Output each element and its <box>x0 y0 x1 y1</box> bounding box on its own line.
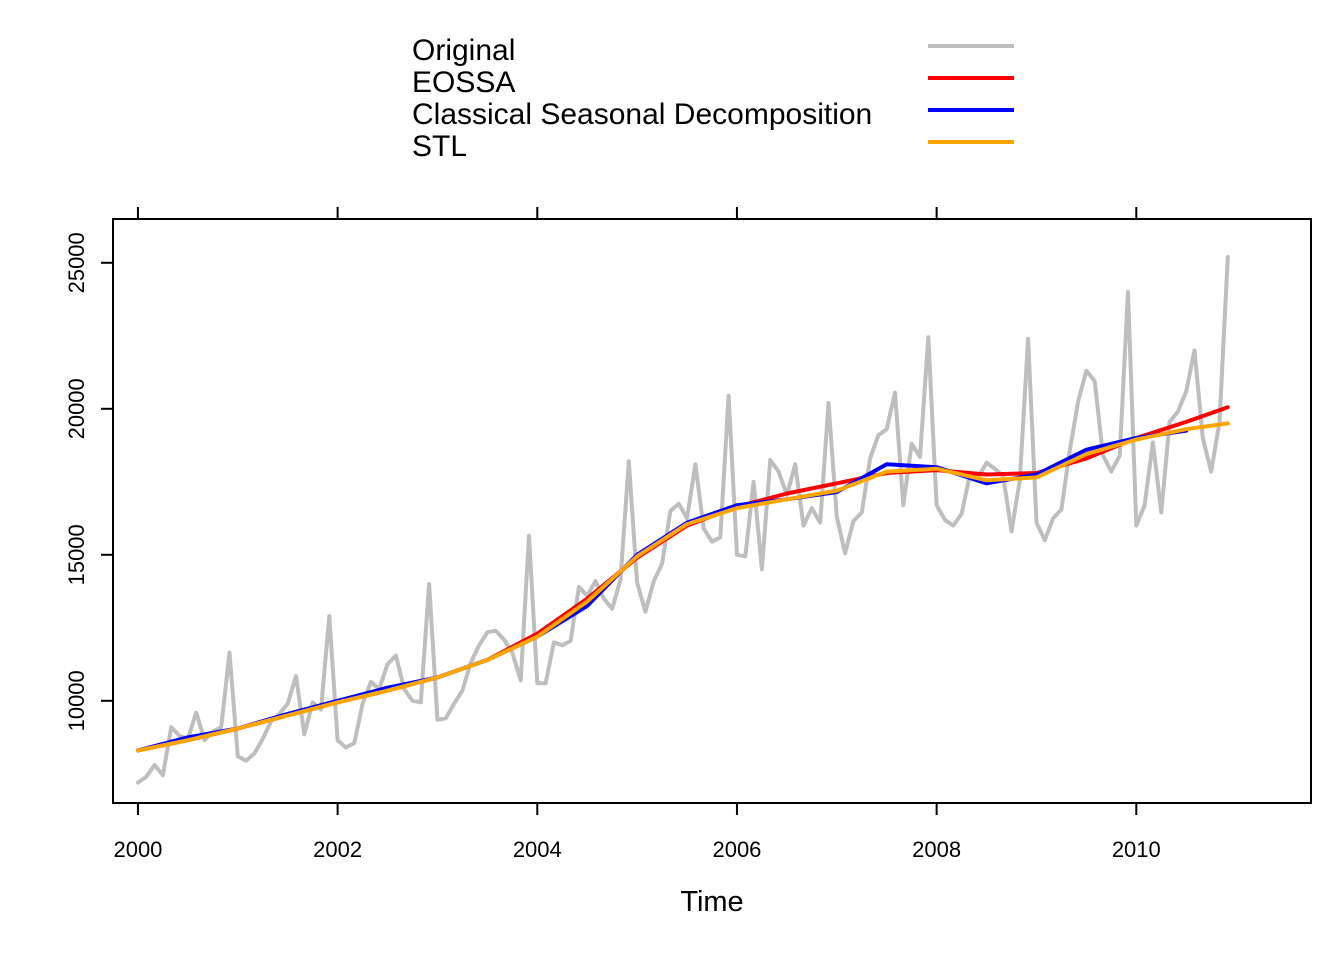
series-original-line <box>136 255 1230 785</box>
x-axis: 2000 2002 2004 2006 2008 2010 <box>113 207 1161 862</box>
x-tick-label: 2000 <box>113 837 162 862</box>
series-stl-line <box>136 421 1230 753</box>
x-axis-title: Time <box>680 886 743 918</box>
x-tick-label: 2008 <box>912 837 961 862</box>
x-tick-label: 2004 <box>513 837 562 862</box>
y-tick-label: 10000 <box>64 670 89 731</box>
legend-label: Original <box>412 34 515 67</box>
y-tick-label: 15000 <box>64 524 89 585</box>
legend-label: EOSSA <box>412 66 515 99</box>
x-tick-label: 2006 <box>712 837 761 862</box>
x-tick-label: 2002 <box>313 837 362 862</box>
series-layer <box>136 255 1230 785</box>
plot-frame <box>112 218 1312 804</box>
y-tick-label: 25000 <box>64 232 89 293</box>
x-tick-label: 2010 <box>1112 837 1161 862</box>
y-axis: 10000 15000 20000 25000 <box>64 232 113 731</box>
legend-label: Classical Seasonal Decomposition <box>412 98 872 131</box>
legend-label: STL <box>412 130 467 163</box>
y-tick-label: 20000 <box>64 378 89 439</box>
